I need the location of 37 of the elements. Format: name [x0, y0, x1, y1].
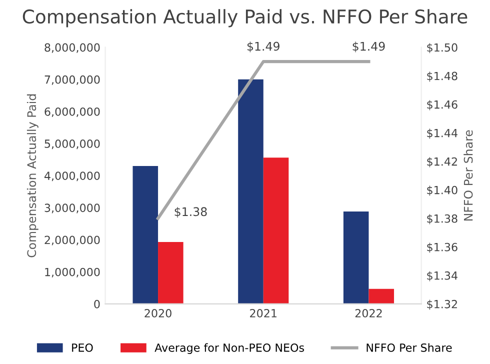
bar — [263, 158, 289, 304]
y2-tick-label: $1.46 — [427, 100, 458, 110]
y-tick-label: 3,000,000 — [44, 204, 100, 214]
x-tick-label: 2020 — [144, 308, 172, 318]
y-tick-label: 0 — [94, 300, 100, 308]
y-tick-label: 1,000,000 — [45, 268, 100, 278]
y2-tick-label: $1.32 — [427, 300, 457, 310]
y-tick-label: 2,000,000 — [44, 236, 100, 246]
y2-tick-label: $1.34 — [427, 271, 458, 282]
y2-tick-label: $1.38 — [427, 214, 458, 224]
y2-tick-label: $1.44 — [427, 128, 458, 139]
bar — [368, 288, 394, 304]
legend-label: PEO — [72, 343, 93, 352]
bar — [158, 242, 184, 304]
y2-tick-label: $1.36 — [427, 242, 458, 253]
y2-tick-label: $1.48 — [427, 72, 458, 82]
legend-label: Average for Non-PEO NEOs — [154, 343, 304, 354]
data-label: $1.49 — [352, 42, 385, 52]
y2-tick-label: $1.40 — [427, 186, 458, 196]
y2-tick-label: $1.50 — [427, 43, 458, 54]
y-tick-label: 6,000,000 — [44, 107, 100, 117]
y2-axis-title: NFFO Per Share — [464, 130, 473, 221]
y-axis-title: Compensation Actually Paid — [26, 94, 38, 258]
x-tick-label: 2022 — [355, 308, 382, 318]
x-tick-label: 2021 — [250, 308, 276, 318]
y-tick-label: 8,000,000 — [44, 43, 100, 53]
y2-tick-label: $1.42 — [427, 157, 457, 168]
bar — [132, 166, 158, 304]
data-label: $1.38 — [174, 206, 207, 218]
legend-label: NFFO Per Share — [366, 343, 452, 352]
y-tick-label: 5,000,000 — [44, 140, 100, 150]
y-tick-label: 7,000,000 — [44, 75, 100, 85]
chart-title: Compensation Actually Paid vs. NFFO Per Share — [22, 9, 468, 28]
bar — [238, 79, 264, 304]
data-label: $1.49 — [247, 42, 280, 52]
bar — [343, 212, 369, 304]
y-tick-label: 4,000,000 — [44, 172, 100, 182]
